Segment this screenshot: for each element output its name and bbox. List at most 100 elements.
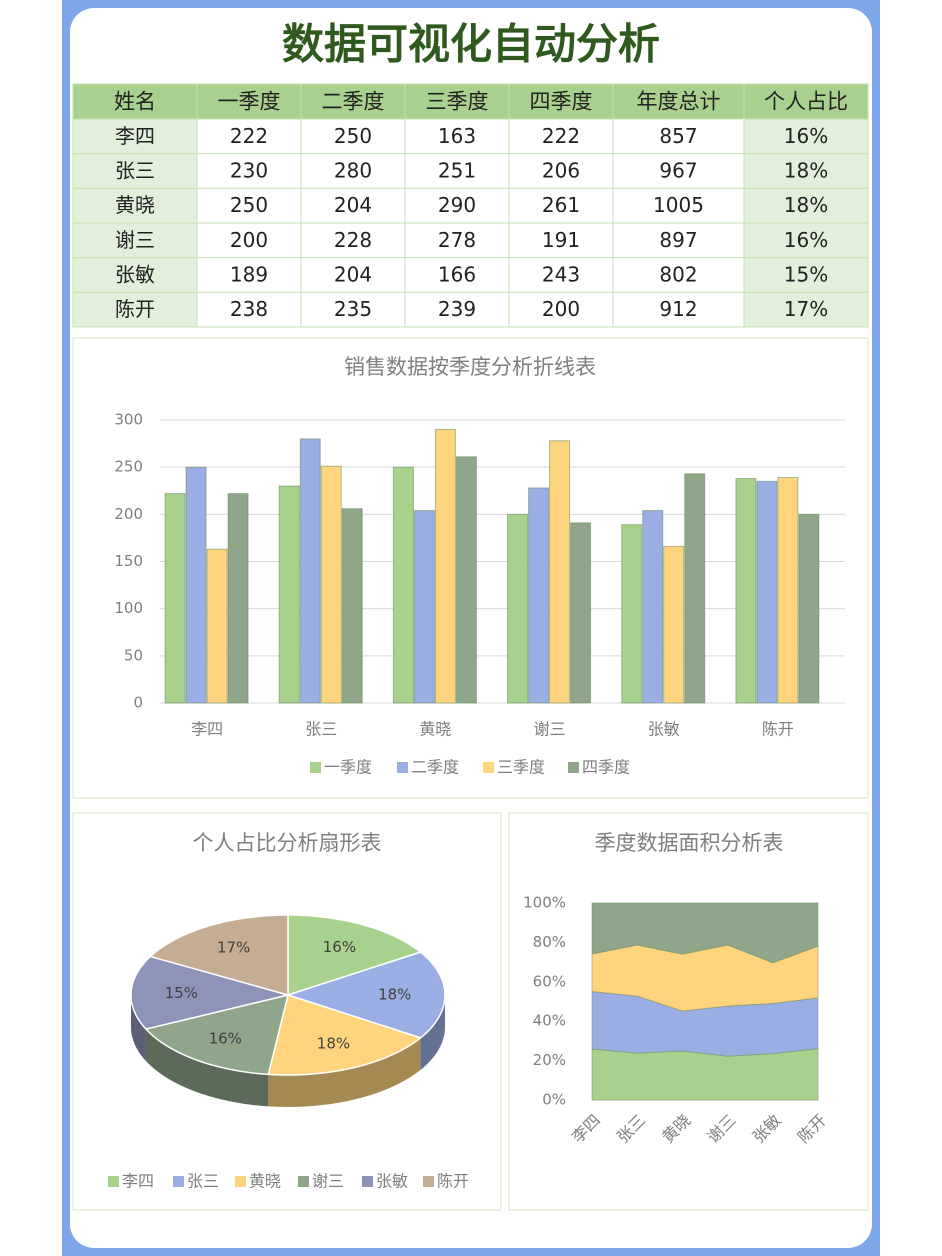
table-cell xyxy=(404,291,510,328)
table-cell xyxy=(196,153,302,189)
table-header: 姓名 xyxy=(114,90,156,114)
legend-label: 张敏 xyxy=(376,1172,408,1191)
slice-side xyxy=(268,1037,421,1107)
table-cell xyxy=(72,83,198,120)
bar xyxy=(227,493,249,704)
slice xyxy=(148,914,289,996)
table-cell xyxy=(508,257,614,293)
table-text: 张敏 xyxy=(115,263,155,287)
legend-label: 四季度 xyxy=(582,758,630,777)
table-text: 280 xyxy=(334,159,372,183)
table-text: 200 xyxy=(230,228,268,252)
data-label: 18% xyxy=(317,1035,350,1053)
table-text: 897 xyxy=(659,228,697,252)
data-label: 16% xyxy=(323,938,356,956)
bar xyxy=(570,522,592,704)
table-text: 18% xyxy=(784,193,828,217)
legend-swatch xyxy=(423,1176,434,1187)
y-tick-label: 150 xyxy=(114,552,143,570)
table-cell xyxy=(612,257,745,293)
page-title: 数据可视化自动分析 xyxy=(282,20,660,69)
y-tick-label: 60% xyxy=(533,972,566,990)
bar xyxy=(320,465,342,704)
x-tick-label: 谢三 xyxy=(534,720,566,739)
area xyxy=(591,1048,819,1101)
table-text: 228 xyxy=(334,228,372,252)
legend-swatch xyxy=(397,762,408,773)
table-text: 陈开 xyxy=(115,297,155,321)
table-text: 230 xyxy=(230,159,268,183)
table-text: 204 xyxy=(334,263,372,287)
table-cell xyxy=(743,153,869,189)
table-cell xyxy=(743,291,869,328)
table-text: 250 xyxy=(334,124,372,148)
table-cell xyxy=(612,222,745,259)
table-text: 204 xyxy=(334,193,372,217)
table-text: 191 xyxy=(542,228,580,252)
table-cell xyxy=(72,118,198,155)
bar xyxy=(798,513,820,704)
table-text: 802 xyxy=(659,263,697,287)
chart-title: 季度数据面积分析表 xyxy=(595,831,784,855)
table-cell xyxy=(300,291,406,328)
bar xyxy=(684,473,706,704)
y-tick-label: 0 xyxy=(133,694,143,712)
table-cell xyxy=(72,153,198,189)
table-cell xyxy=(196,187,302,224)
table-cell xyxy=(612,83,745,120)
table-text: 李四 xyxy=(115,124,155,148)
x-tick-label: 陈开 xyxy=(762,720,794,739)
legend-label: 谢三 xyxy=(312,1172,344,1191)
table-text: 250 xyxy=(230,193,268,217)
legend-swatch xyxy=(568,762,579,773)
panel xyxy=(508,812,869,1211)
data-label: 17% xyxy=(217,939,250,957)
legend-swatch xyxy=(173,1176,184,1187)
table-text: 251 xyxy=(438,159,476,183)
table-text: 1005 xyxy=(653,193,704,217)
table-cell xyxy=(508,187,614,224)
bar xyxy=(278,485,300,704)
table-text: 16% xyxy=(784,228,828,252)
slice-side xyxy=(145,1029,269,1107)
slice xyxy=(130,955,291,1030)
table-header: 四季度 xyxy=(530,90,593,114)
table-text: 17% xyxy=(784,297,828,321)
data-label: 16% xyxy=(209,1030,242,1048)
table-cell xyxy=(508,118,614,155)
y-tick-label: 80% xyxy=(533,933,566,951)
table-cell xyxy=(72,291,198,328)
table-cell xyxy=(404,83,510,120)
x-tick-label: 张三 xyxy=(305,720,337,739)
legend-label: 一季度 xyxy=(324,758,372,777)
table-text: 967 xyxy=(659,159,697,183)
legend-swatch xyxy=(362,1176,373,1187)
table-text: 261 xyxy=(542,193,580,217)
bar xyxy=(735,477,757,704)
legend-label: 黄晓 xyxy=(249,1172,281,1191)
bar xyxy=(413,510,435,704)
table-header: 一季度 xyxy=(218,90,281,114)
data-label: 18% xyxy=(378,986,411,1004)
table-cell xyxy=(300,153,406,189)
table-cell xyxy=(196,257,302,293)
table-cell xyxy=(300,257,406,293)
table-text: 238 xyxy=(230,297,268,321)
legend-label: 二季度 xyxy=(411,758,459,777)
bar xyxy=(642,510,664,704)
table-cell xyxy=(404,187,510,224)
x-tick-label: 李四 xyxy=(191,720,223,739)
panel xyxy=(72,337,869,799)
y-tick-label: 0% xyxy=(542,1091,566,1109)
table-text: 黄晓 xyxy=(115,193,155,217)
data-label: 15% xyxy=(165,984,198,1002)
table-cell xyxy=(612,291,745,328)
bar xyxy=(549,440,571,704)
bar xyxy=(621,524,643,704)
legend-swatch xyxy=(235,1176,246,1187)
bar xyxy=(663,545,685,704)
table-text: 235 xyxy=(334,297,372,321)
table-cell xyxy=(508,153,614,189)
bar xyxy=(392,466,414,704)
